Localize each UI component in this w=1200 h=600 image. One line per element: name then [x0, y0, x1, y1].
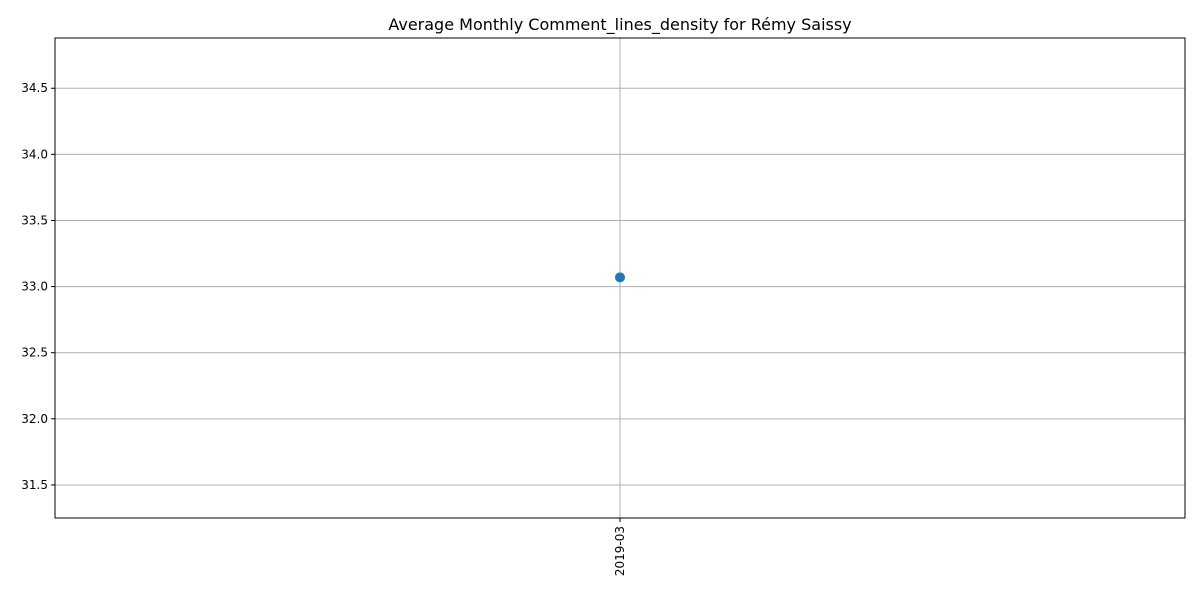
data-point — [615, 272, 625, 283]
y-tick-label: 31.5 — [21, 478, 48, 492]
series-layer — [615, 272, 625, 283]
y-tick-label: 32.0 — [21, 412, 48, 426]
axes-frame — [54, 37, 1186, 519]
x-axis: 2019-03 — [613, 518, 627, 576]
y-axis: 31.5 32.0 32.5 33.0 33.5 34.0 34.5 — [21, 81, 55, 492]
grid-lines — [55, 38, 1185, 518]
chart-title: Average Monthly Comment_lines_density fo… — [388, 15, 851, 35]
y-tick-label: 33.0 — [21, 280, 48, 294]
x-tick-label: 2019-03 — [613, 526, 627, 576]
y-tick-label: 34.0 — [21, 147, 48, 161]
y-tick-label: 34.5 — [21, 81, 48, 95]
y-tick-label: 32.5 — [21, 346, 48, 360]
y-tick-label: 33.5 — [21, 213, 48, 227]
